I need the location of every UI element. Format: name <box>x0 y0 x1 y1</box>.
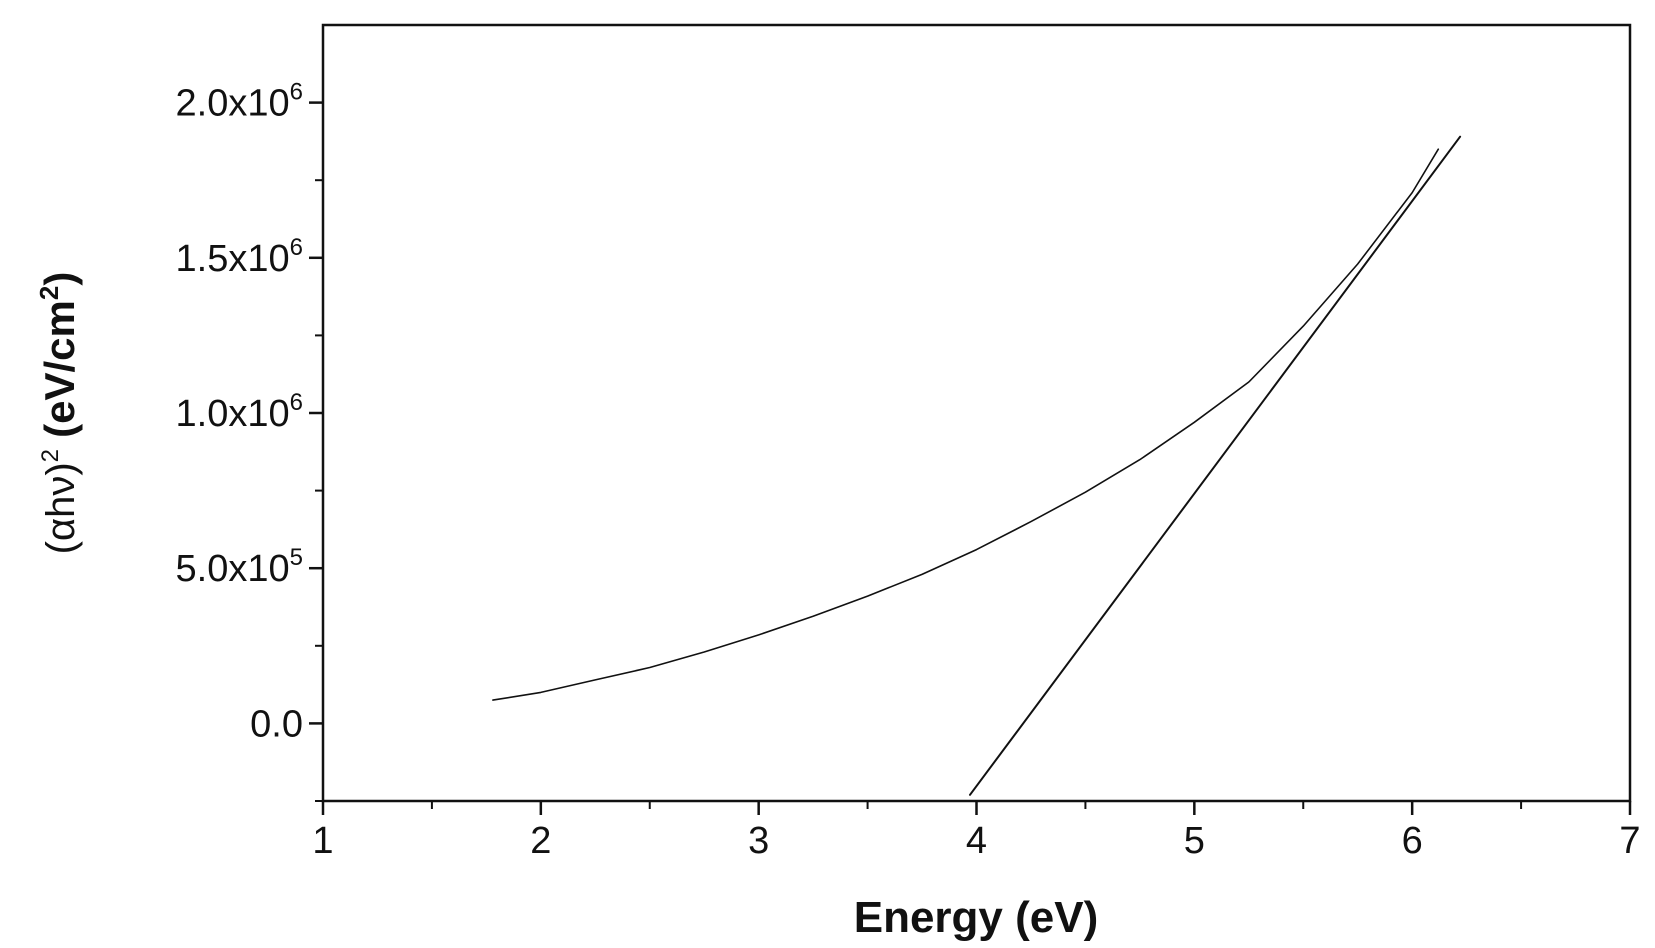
x-tick-label: 1 <box>312 820 333 862</box>
y-tick-mantissa: 0.0 <box>250 703 303 745</box>
x-tick-label: 3 <box>748 820 769 862</box>
y-tick-mantissa: 5.0x10 <box>176 548 290 590</box>
x-tick-label: 5 <box>1184 820 1205 862</box>
y-tick-exponent: 5 <box>290 544 303 571</box>
series-layer <box>492 135 1462 796</box>
y-tick-label: 0.0 <box>250 703 303 745</box>
y-axis-title: (αhν)2 (eV/cm2) <box>34 272 83 555</box>
y-tick-exponent: 6 <box>290 389 303 416</box>
x-axis-ticks: 1 2 3 4 5 6 7 <box>312 801 1641 862</box>
y-tick-mantissa: 1.5x10 <box>176 238 290 280</box>
linear-fit-line <box>969 135 1462 796</box>
y-tick-exponent: 6 <box>290 79 303 106</box>
y-tick-exponent: 6 <box>290 234 303 261</box>
y-tick-label: 5.0x105 <box>176 544 303 590</box>
x-tick-label: 6 <box>1402 820 1423 862</box>
y-tick-label: 2.0x106 <box>176 79 303 125</box>
x-tick-label: 4 <box>966 820 987 862</box>
y-tick-label: 1.0x106 <box>176 389 303 435</box>
y-tick-label: 1.5x106 <box>176 234 303 280</box>
y-tick-mantissa: 2.0x10 <box>176 83 290 125</box>
y-axis-title-prefix: (αhν) <box>39 462 83 554</box>
y-axis-title-prefix-sup: 2 <box>37 449 64 462</box>
x-tick-label: 7 <box>1619 820 1640 862</box>
y-tick-mantissa: 1.0x10 <box>176 393 290 435</box>
x-axis-title: Energy (eV) <box>854 893 1099 942</box>
y-axis-title-unit-end: ) <box>36 272 83 286</box>
absorption-curve-line <box>492 148 1440 701</box>
plot-frame <box>321 23 1632 803</box>
y-axis-title-unit: (eV/cm <box>36 300 83 438</box>
y-axis-title-unit-sup: 2 <box>34 286 64 300</box>
x-tick-label: 2 <box>530 820 551 862</box>
